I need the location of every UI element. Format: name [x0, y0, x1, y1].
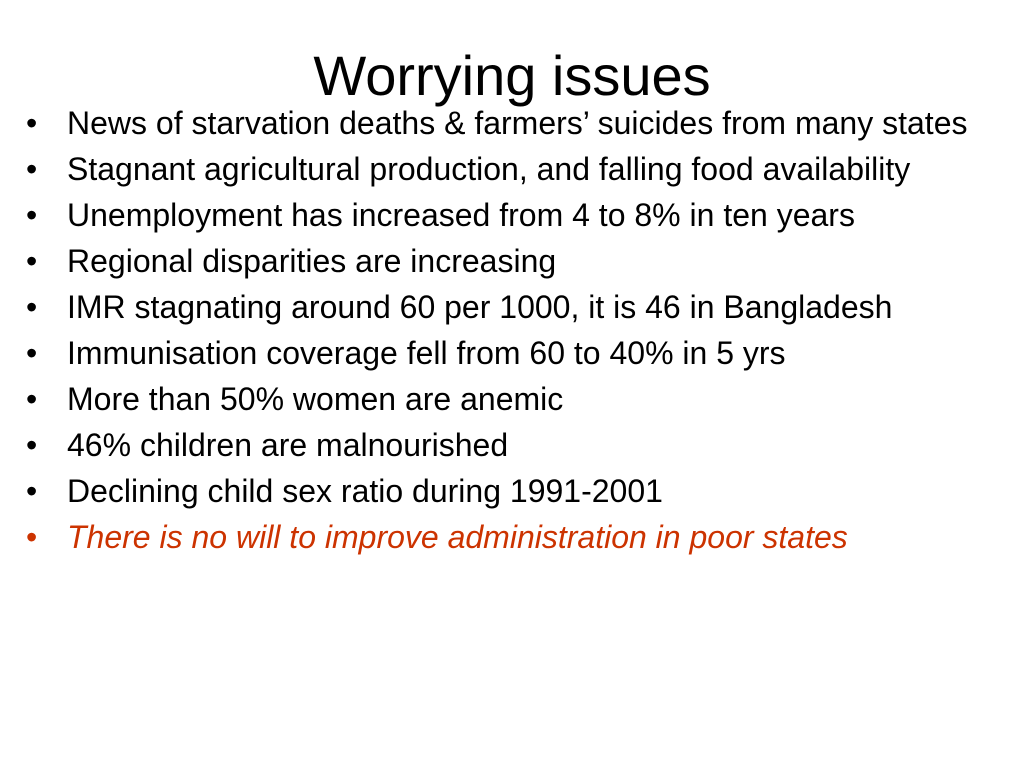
- bullet-icon: •: [26, 105, 38, 141]
- bullet-text: Unemployment has increased from 4 to 8% …: [67, 197, 855, 233]
- bullet-item: • Declining child sex ratio during 1991-…: [26, 472, 986, 510]
- bullet-icon: •: [26, 381, 38, 417]
- bullet-text: Stagnant agricultural production, and fa…: [67, 151, 911, 187]
- bullet-item: • News of starvation deaths & farmers’ s…: [26, 104, 986, 142]
- bullet-text: There is no will to improve administrati…: [67, 519, 848, 555]
- bullet-item: • Stagnant agricultural production, and …: [26, 150, 986, 188]
- bullet-icon: •: [26, 197, 38, 233]
- bullet-item: • Regional disparities are increasing: [26, 242, 986, 280]
- bullet-icon: •: [26, 335, 38, 371]
- slide-title: Worrying issues: [313, 44, 711, 107]
- bullet-item: • Unemployment has increased from 4 to 8…: [26, 196, 986, 234]
- bullet-text: Immunisation coverage fell from 60 to 40…: [67, 335, 786, 371]
- bullet-item-emphasis: • There is no will to improve administra…: [26, 518, 986, 556]
- bullet-icon: •: [26, 151, 38, 187]
- bullet-text: News of starvation deaths & farmers’ sui…: [67, 105, 968, 141]
- bullet-list: • News of starvation deaths & farmers’ s…: [26, 104, 986, 564]
- bullet-icon: •: [26, 427, 38, 463]
- bullet-icon: •: [26, 519, 38, 555]
- bullet-icon: •: [26, 473, 38, 509]
- bullet-text: IMR stagnating around 60 per 1000, it is…: [67, 289, 893, 325]
- bullet-text: More than 50% women are anemic: [67, 381, 564, 417]
- bullet-text: 46% children are malnourished: [67, 427, 509, 463]
- bullet-text: Regional disparities are increasing: [67, 243, 557, 279]
- bullet-item: • Immunisation coverage fell from 60 to …: [26, 334, 986, 372]
- bullet-item: • 46% children are malnourished: [26, 426, 986, 464]
- bullet-item: • IMR stagnating around 60 per 1000, it …: [26, 288, 986, 326]
- bullet-text: Declining child sex ratio during 1991-20…: [67, 473, 663, 509]
- bullet-icon: •: [26, 289, 38, 325]
- bullet-item: • More than 50% women are anemic: [26, 380, 986, 418]
- bullet-icon: •: [26, 243, 38, 279]
